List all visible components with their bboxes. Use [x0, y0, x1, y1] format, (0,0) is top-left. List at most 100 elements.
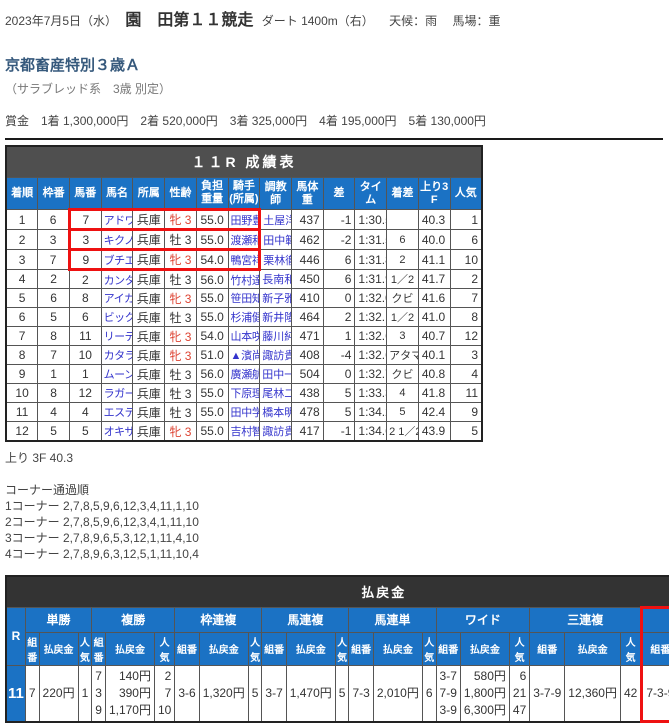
- payout-amount: 12,360円: [568, 685, 617, 700]
- cell-trainer[interactable]: 橋本明: [259, 402, 292, 423]
- cell-frame-no: 5: [37, 421, 70, 442]
- cell-sex-age: 牝 3: [164, 345, 197, 366]
- corner-order-title: コーナー通過順: [5, 482, 90, 497]
- payout-cell-wide-pop: 6 21 47: [508, 664, 531, 723]
- cell-jockey[interactable]: ▲濱尚美(兵庫): [227, 345, 261, 366]
- cell-sex-age: 牡 3: [164, 269, 197, 290]
- cell-time: 1:32.1: [354, 307, 388, 328]
- cell-time: 1:32.7: [354, 364, 388, 385]
- cell-horse-name[interactable]: カンタウッドテール: [100, 269, 134, 290]
- payout-group-exacta: 馬連単: [348, 606, 437, 633]
- cell-last-3f: 41.0: [417, 307, 451, 328]
- cell-trainer[interactable]: 土屋洋: [259, 209, 292, 231]
- cell-jockey[interactable]: 笹田知(兵庫): [227, 288, 261, 309]
- col-header-horse-no: 馬番: [68, 176, 102, 211]
- cell-jockey[interactable]: 杉浦健(兵庫): [227, 307, 261, 328]
- payout-cell-place-amount: 140円 390円 1,170円: [104, 664, 155, 723]
- cell-trainer[interactable]: 新子雅: [259, 288, 292, 309]
- payout-kumi: 7-3-9: [646, 685, 669, 700]
- cell-jockey[interactable]: 下原理(兵庫): [227, 383, 261, 404]
- cell-sex-age: 牝 3: [164, 288, 197, 309]
- cell-sex-age: 牝 3: [164, 248, 197, 272]
- cell-last-3f: 40.3: [417, 209, 451, 231]
- cell-popularity: 12: [449, 326, 483, 347]
- payout-subheader-amount: 払戻金: [198, 631, 249, 666]
- cell-margin: クビ: [386, 288, 419, 309]
- cell-weight: 55.0: [195, 208, 229, 232]
- cell-jockey[interactable]: 鴨宮祥(兵庫): [227, 248, 262, 272]
- cell-trainer[interactable]: 諏訪貴: [259, 421, 292, 442]
- cell-margin: クビ: [386, 364, 419, 385]
- payout-subheader-pop: 人気: [77, 631, 93, 666]
- cell-weight-diff: -1: [322, 209, 356, 231]
- payout-pop: 7: [164, 685, 172, 700]
- payout-group-wide: ワイド: [435, 606, 531, 633]
- cell-horse-name[interactable]: ラガーワンチーム: [100, 383, 134, 404]
- cell-jockey[interactable]: 廣瀬航(兵庫): [227, 364, 261, 385]
- cell-trainer[interactable]: 田中一: [259, 364, 292, 385]
- cell-horse-name[interactable]: リーデレ: [100, 326, 134, 347]
- cell-time: 1:32.6: [354, 326, 388, 347]
- corner-order-line: 3コーナー 2,7,8,9,6,5,3,12,1,11,4,10: [5, 530, 199, 545]
- cell-horse-name[interactable]: ビックプリンサ: [100, 307, 134, 328]
- cell-frame-no: 1: [37, 364, 70, 385]
- cell-jockey[interactable]: 山本咲(兵庫): [227, 326, 261, 347]
- cell-horse-name[interactable]: キクノアーデント: [100, 228, 134, 252]
- cell-affiliation: 兵庫: [132, 208, 166, 232]
- payout-group-bracket-quinella: 枠連複: [174, 606, 263, 633]
- cell-horse-weight: 471: [290, 326, 324, 347]
- payout-pop: 1: [81, 685, 89, 700]
- cell-time: 1:33.3: [354, 383, 388, 404]
- cell-jockey[interactable]: 竹村達(兵庫): [227, 269, 261, 290]
- cell-weight-diff: 2: [322, 307, 356, 328]
- cell-margin: 3: [386, 326, 419, 347]
- cell-jockey[interactable]: 田野豊(兵庫): [227, 208, 262, 232]
- payout-amount: 580円: [473, 668, 506, 683]
- cell-horse-name[interactable]: ムーンローバー: [100, 364, 134, 385]
- payout-cell-bracket-quinella-amount: 1,320円: [198, 664, 249, 723]
- cell-horse-no: 5: [68, 421, 102, 442]
- cell-horse-name[interactable]: アドワン: [100, 208, 134, 232]
- cell-weight: 55.0: [195, 288, 229, 309]
- cell-horse-name[interactable]: オキザリスレディー: [100, 421, 134, 442]
- result-row: 167アドワン兵庫牝 355.0田野豊(兵庫)土屋洋437-11:30.540.…: [5, 208, 483, 232]
- payout-amount: 1,800円: [463, 685, 506, 700]
- cell-weight: 54.0: [195, 326, 229, 347]
- cell-weight: 55.0: [195, 307, 229, 328]
- cell-trainer[interactable]: 諏訪貴: [259, 345, 292, 366]
- payout-cell-place-kumi: 7 3 9: [91, 664, 106, 723]
- cell-horse-name[interactable]: カタラ: [100, 345, 134, 366]
- cell-finish-pos: 4: [5, 269, 39, 290]
- cell-horse-weight: 446: [290, 249, 324, 271]
- cell-trainer[interactable]: 田中範: [259, 229, 292, 251]
- cell-trainer[interactable]: 長南和: [259, 269, 292, 290]
- payout-subheader-pop: 人気: [421, 631, 437, 666]
- cell-weight: 54.0: [195, 248, 229, 272]
- payout-group-place: 複勝: [91, 606, 176, 633]
- payout-pop: 21: [512, 685, 527, 700]
- cell-last-3f: 42.4: [417, 402, 451, 423]
- cell-sex-age: 牡 3: [164, 228, 197, 252]
- payout-cell-win-pop: 1: [77, 664, 93, 723]
- cell-jockey[interactable]: 吉村智(兵庫): [227, 421, 261, 442]
- result-row: 233キクノアーデント兵庫牡 355.0渡瀬和(兵庫)田中範462-21:31.…: [5, 228, 483, 252]
- payout-cell-bracket-quinella-kumi: 3-6: [174, 664, 200, 723]
- cell-trainer[interactable]: 新井隆: [259, 307, 292, 328]
- payout-cell-exacta-pop: 6: [421, 664, 437, 723]
- cell-trainer[interactable]: 尾林二: [259, 383, 292, 404]
- cell-jockey[interactable]: 渡瀬和(兵庫): [227, 228, 262, 252]
- payout-kumi: 9: [95, 702, 102, 717]
- payout-subheader-pop: 人気: [508, 631, 531, 666]
- cell-horse-name[interactable]: ブチエー: [100, 248, 134, 272]
- payout-subheader-kumi: 組番: [435, 631, 461, 666]
- cell-trainer[interactable]: 藤川純: [259, 326, 292, 347]
- cell-jockey[interactable]: 田中学(兵庫): [227, 402, 261, 423]
- cell-horse-no: 7: [67, 208, 102, 232]
- cell-weight: 55.0: [195, 402, 229, 423]
- cell-trainer[interactable]: 栗林徹: [259, 249, 292, 271]
- payout-subheader-amount: 払戻金: [459, 631, 510, 666]
- cell-affiliation: 兵庫: [132, 383, 166, 404]
- payout-subheader-kumi: 組番: [24, 631, 40, 666]
- cell-horse-name[interactable]: アイガットユー: [100, 288, 134, 309]
- cell-horse-name[interactable]: エスティフィン: [100, 402, 134, 423]
